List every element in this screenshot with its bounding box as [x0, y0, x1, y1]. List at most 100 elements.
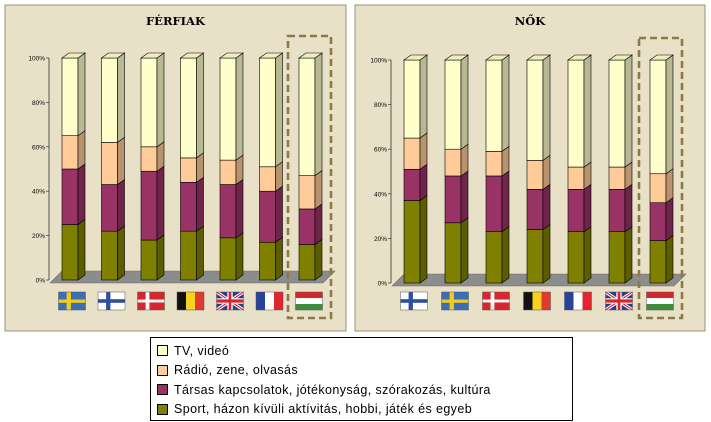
women-bar-segment-radio [567, 166, 585, 190]
men-bar-united-kingdom [219, 52, 244, 281]
men-y-tick-label: 40% [32, 189, 45, 196]
legend-item-social: Társas kapcsolatok, jótékonyság, szórako… [157, 380, 572, 400]
men-y-tick-label: 80% [32, 100, 45, 107]
men-bar-segment-radio-side [117, 136, 125, 186]
men-bar-segment-social [259, 190, 276, 243]
women-y-tick-label: 60% [374, 147, 387, 154]
men-bar-segment-sport [298, 244, 316, 281]
men-bar-segment-tv-side [196, 52, 204, 159]
flag-border [646, 291, 674, 311]
women-bar-segment-social-side [583, 183, 592, 233]
men-bar-top [140, 52, 165, 59]
women-y-tick-label: 0% [378, 281, 388, 288]
men-bar-segment-radio [259, 166, 276, 192]
legend-swatch-tv [157, 345, 168, 357]
flag-stripe-black [523, 292, 533, 310]
men-bar-segment-radio [180, 157, 197, 183]
women-bar-segment-sport [485, 231, 503, 284]
flag-border [255, 291, 284, 311]
women-bar-segment-sport-side [542, 223, 551, 284]
men-bar-segment-social-side [196, 176, 204, 232]
flag-stripe-white [295, 298, 323, 304]
men-bar-segment-sport [61, 224, 79, 281]
flag-stripe-yellow [532, 292, 542, 310]
women-bar-segment-radio [649, 173, 667, 204]
flag-border [400, 291, 428, 311]
women-bar-segment-social-side [665, 197, 674, 242]
men-bar-segment-radio [219, 159, 237, 185]
women-bar-segment-radio-side [460, 143, 469, 177]
flag-cross-horizontal [400, 299, 428, 303]
men-bar-segment-sport [259, 241, 276, 281]
women-bar-segment-social-side [419, 163, 428, 202]
men-bar-segment-tv [140, 57, 158, 148]
women-bar-top [485, 54, 510, 61]
men-bar-segment-radio [101, 142, 118, 185]
men-bar-sweden [61, 52, 86, 281]
men-bar-segment-sport-side [77, 218, 86, 281]
women-bar-segment-tv-side [460, 54, 469, 150]
legend-label-sport: Sport, házon kívüli aktívitás, hobbi, já… [174, 402, 473, 417]
men-bar-segment-tv [298, 57, 316, 176]
men-y-tick-label: 100% [28, 56, 45, 63]
flag-cross-horizontal [98, 299, 125, 303]
women-bar-finland [403, 54, 428, 284]
men-bar-segment-social-side [77, 163, 86, 226]
flag-cross-horizontal [58, 299, 86, 303]
men-bar-segment-radio-side [77, 130, 86, 170]
women-bar-segment-sport [567, 231, 585, 284]
men-bar-finland [100, 52, 126, 281]
legend-swatch-social [157, 384, 168, 396]
women-bar-segment-sport-side [583, 226, 592, 284]
men-bar-segment-social-side [314, 203, 323, 246]
women-bar-segment-sport-side [460, 217, 469, 284]
men-bar-segment-social-side [117, 178, 125, 232]
women-flag-uk-icon [604, 290, 634, 312]
men-bar-belgium [179, 52, 205, 281]
men-y-tick-label: 20% [32, 233, 45, 240]
men-bar-segment-tv-side [156, 52, 165, 148]
flag-border [482, 291, 510, 311]
men-bar-segment-social [219, 184, 237, 239]
men-bar-segment-sport [140, 239, 158, 281]
legend-swatch-radio [157, 364, 168, 376]
men-bar-segment-social-side [156, 165, 165, 241]
women-bar-segment-radio-side [665, 168, 674, 204]
women-bar-segment-tv-side [624, 54, 633, 168]
men-bar-top [100, 52, 126, 59]
women-bar-segment-social [444, 175, 462, 224]
women-bar-segment-social [567, 189, 585, 233]
men-bar-segment-tv [180, 57, 197, 159]
men-bar-segment-social [101, 184, 118, 232]
women-bar-segment-tv-side [665, 54, 674, 175]
flag-border [58, 291, 86, 311]
women-y-tick-label: 40% [374, 191, 387, 198]
women-bar-segment-sport [526, 229, 544, 284]
flag-cross-horizontal-red [605, 299, 633, 303]
women-bar-segment-social [608, 189, 626, 233]
women-chart-title: NŐK [515, 14, 547, 28]
flag-stripe-green [646, 304, 674, 310]
men-bar-segment-social [61, 168, 79, 225]
women-bar-segment-tv [608, 59, 626, 168]
women-bar-segment-sport [608, 231, 626, 284]
men-flag-finland-icon [97, 291, 126, 311]
flag-border [295, 291, 323, 311]
men-bar-segment-radio [298, 175, 316, 210]
flag-border [441, 291, 469, 311]
flag-border [216, 291, 244, 311]
legend-label-tv: TV, videó [174, 343, 230, 358]
women-flag-sweden-icon [441, 291, 469, 311]
flag-cross-horizontal [482, 299, 510, 303]
flag-border [605, 291, 633, 311]
women-bar-segment-sport [444, 222, 462, 284]
legend-label-social: Társas kapcsolatok, jótékonyság, szórako… [174, 382, 491, 397]
legend-item-radio: Rádió, zene, olvasás [157, 361, 572, 381]
men-flag-denmark-icon [137, 291, 165, 311]
women-y-tick-label: 100% [370, 58, 387, 65]
men-bar-segment-radio-side [314, 170, 323, 210]
women-bar-segment-radio [444, 148, 462, 177]
men-bar-segment-tv-side [275, 52, 283, 168]
women-flag-belgium-icon [523, 291, 551, 311]
